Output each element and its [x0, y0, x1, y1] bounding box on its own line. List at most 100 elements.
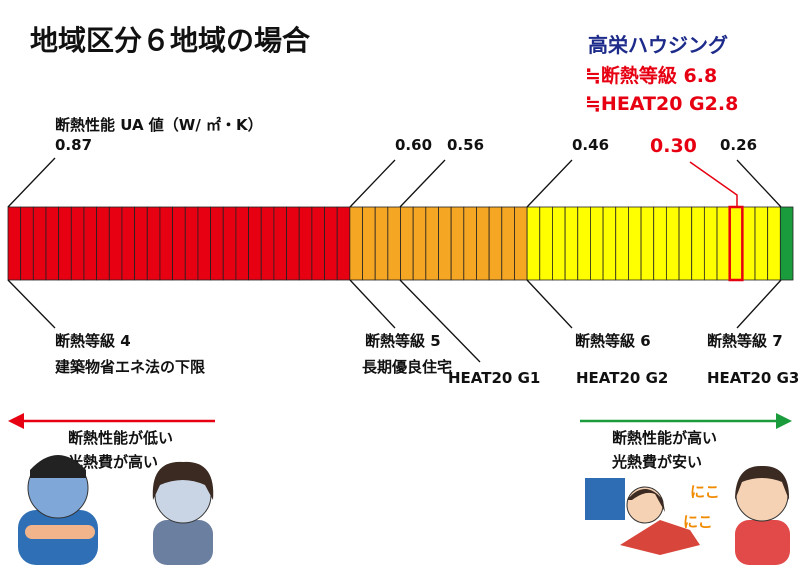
scale-value-highlight: 0.30: [650, 135, 697, 157]
scale-cell: [665, 206, 680, 281]
scale-cell: [628, 206, 642, 281]
scale-cell: [159, 206, 173, 281]
leader: [526, 279, 573, 329]
scale-value: 0.87: [55, 136, 92, 154]
scale-cell: [58, 206, 72, 281]
scale-cell: [20, 206, 34, 281]
scale-value: 0.26: [720, 136, 757, 154]
scale-cell: [32, 206, 47, 281]
scale-cell: [273, 206, 287, 281]
scale-cell: [248, 206, 262, 281]
scale-cell: [286, 206, 300, 281]
scale-value: 0.60: [395, 136, 432, 154]
scale-cell: [678, 206, 693, 281]
leader: [399, 279, 481, 363]
leader: [349, 159, 396, 208]
grade-label: 断熱等級 6: [575, 332, 651, 350]
scale-cell: [577, 206, 591, 281]
leader: [736, 159, 782, 208]
scale-cell: [324, 206, 338, 281]
scale-cell: [134, 206, 148, 281]
title: 地域区分６地域の場合: [30, 24, 311, 57]
scale-cell: [83, 206, 98, 281]
scale-cell: [552, 206, 566, 281]
grade-label: 断熱等級 4: [55, 332, 131, 350]
highlight-box: [728, 205, 744, 282]
arrow-head: [776, 413, 792, 429]
grade-label: HEAT20 G1: [448, 369, 540, 387]
scale-cell: [564, 206, 579, 281]
scale-cell: [70, 206, 85, 281]
scale-cell: [476, 206, 490, 281]
scale-cell: [754, 206, 769, 281]
scale-cell: [96, 206, 110, 281]
scale-cell: [121, 206, 136, 281]
side-text: 光熱費が高い: [67, 453, 158, 471]
scale-cell: [387, 206, 401, 281]
scale-cell: [197, 206, 211, 281]
leader: [349, 279, 396, 329]
scale-cell: [539, 206, 553, 281]
leader: [7, 279, 56, 329]
scale-cell: [703, 206, 718, 281]
scale-cell: [184, 206, 199, 281]
axis-label: 断熱性能 UA 値（W/ ㎡・K）: [55, 116, 263, 134]
scale-cell: [767, 206, 781, 281]
scale-value: 0.46: [572, 136, 609, 154]
scale-cell: [741, 206, 756, 281]
side-text: 光熱費が安い: [611, 453, 702, 471]
scale-cell: [146, 206, 161, 281]
scale-cell: [526, 206, 541, 281]
scale-cell: [260, 206, 275, 281]
scale-cell: [615, 206, 629, 281]
arrow-head: [8, 413, 24, 429]
smile-text: にこ: [690, 483, 720, 501]
leader: [736, 279, 782, 329]
scale-cell: [108, 206, 123, 281]
leader: [526, 159, 573, 208]
leader-highlight: [689, 161, 738, 207]
smile-text: にこ: [683, 513, 713, 531]
leader: [399, 159, 446, 208]
grade-label: HEAT20 G2: [576, 369, 668, 387]
side-text: 断熱性能が低い: [68, 429, 173, 447]
grade-label: 断熱等級 7: [707, 332, 783, 350]
scale-cell: [45, 206, 60, 281]
scale-cell: [653, 206, 667, 281]
side-text: 断熱性能が高い: [612, 429, 717, 447]
scale-cell: [488, 206, 503, 281]
scale-cell: [779, 206, 794, 281]
illustration-warm: にこ にこ: [585, 465, 790, 565]
scale-cell: [349, 206, 363, 281]
scale-cell: [7, 206, 22, 281]
scale-cell: [450, 206, 465, 281]
illustration-cold: [18, 455, 214, 565]
scale-bar: [7, 205, 794, 282]
grade-label: HEAT20 G3: [707, 369, 799, 387]
scale-cell: [235, 206, 249, 281]
scale-cell: [222, 206, 237, 281]
grade-label: 建築物省エネ法の下限: [55, 358, 205, 376]
scale-cell: [374, 206, 389, 281]
scale-cell: [412, 206, 427, 281]
scale-cell: [501, 206, 515, 281]
scale-cell: [425, 206, 439, 281]
scale-value: 0.56: [447, 136, 484, 154]
scale-cell: [590, 206, 604, 281]
company: 高栄ハウジング: [588, 33, 728, 57]
scale-cell: [716, 206, 731, 281]
scale-cell: [362, 206, 376, 281]
scale-cell: [210, 206, 224, 281]
scale-cell: [311, 206, 325, 281]
scale-cell: [463, 206, 477, 281]
leader: [7, 157, 56, 208]
scale-cell: [640, 206, 655, 281]
badge-line: ≒断熱等級 6.8: [585, 64, 717, 87]
scale-cell: [400, 206, 414, 281]
scale-cell: [172, 206, 186, 281]
scale-cell: [336, 206, 351, 281]
scale-cell: [691, 206, 705, 281]
scale-cell: [729, 206, 743, 281]
